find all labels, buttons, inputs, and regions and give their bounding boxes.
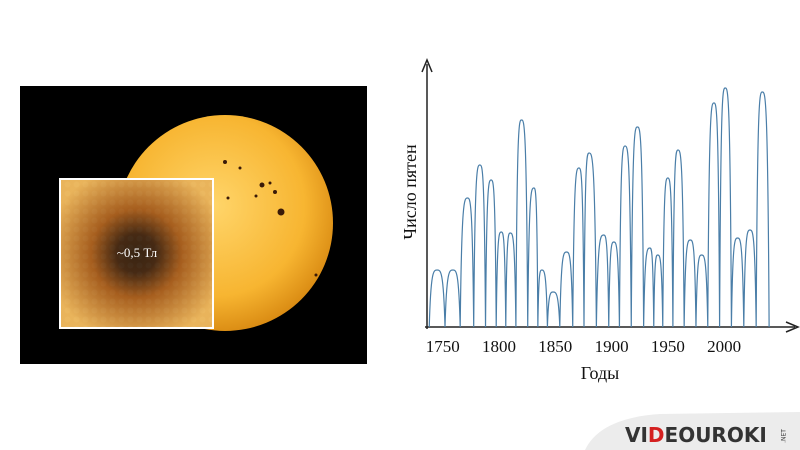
sunspots: [223, 160, 318, 277]
chart: Годы Число пятен 1750 1800 1850 1900 1950 200…: [400, 58, 800, 383]
x-tick-label: 1850: [538, 337, 572, 356]
logo-part: VI: [625, 423, 648, 447]
x-tick-label: 1750: [426, 337, 460, 356]
x-tick-label: 1800: [482, 337, 516, 356]
logo-part: D: [648, 423, 665, 447]
sun-photo: ~0,5 Тл: [20, 86, 367, 364]
logo-background: [585, 412, 800, 450]
logo-text: VIDEOUROKI: [625, 423, 767, 447]
logo: VIDEOUROKI .NET: [585, 412, 800, 450]
sunspot-line: [428, 87, 770, 328]
x-tick-label: 1950: [651, 337, 685, 356]
sunspot-closeup: [61, 180, 212, 327]
logo-part: EOUROKI: [665, 423, 767, 447]
logo-suffix: .NET: [781, 429, 788, 443]
x-axis-arrow: [785, 321, 800, 333]
x-tick-label: 2000: [707, 337, 741, 356]
x-axis-label: Годы: [581, 363, 620, 383]
y-axis-arrow: [421, 58, 433, 73]
x-tick-label: 1900: [595, 337, 629, 356]
y-axis-label: Число пятен: [400, 144, 420, 240]
field-label: ~0,5 Тл: [117, 245, 158, 260]
